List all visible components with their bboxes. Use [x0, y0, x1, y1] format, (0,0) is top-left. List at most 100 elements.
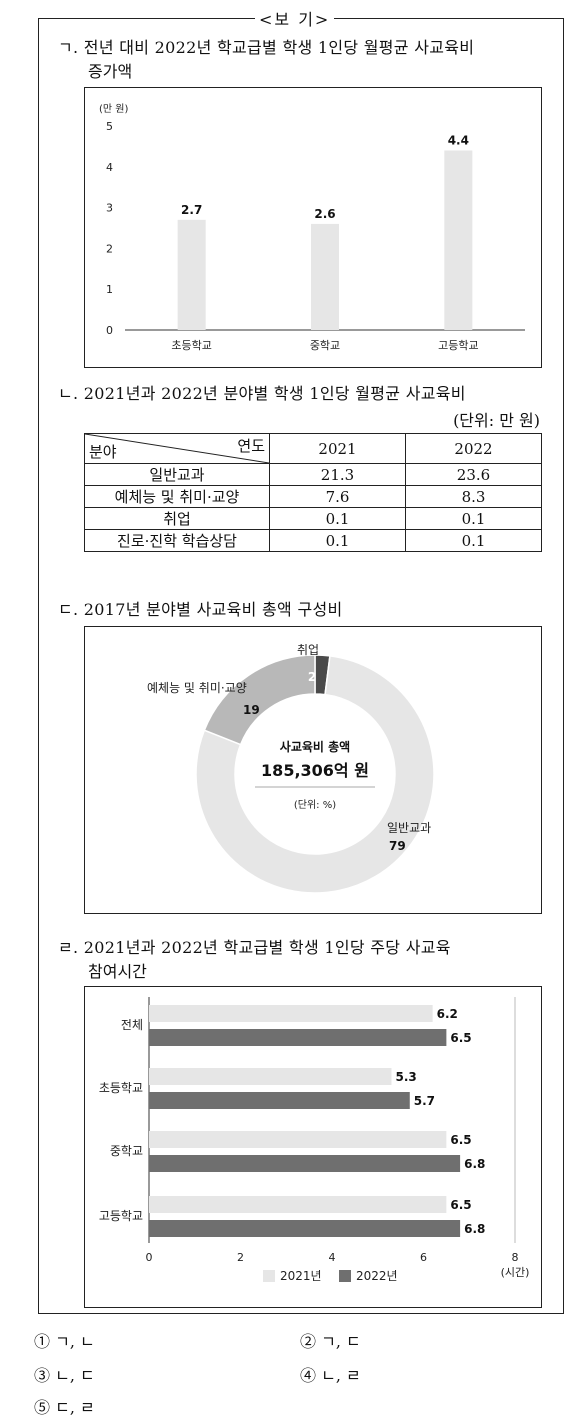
section-d-title-line1: 2021년과 2022년 학교급별 학생 1인당 주당 사교육 [83, 938, 451, 957]
y-tick-label: 3 [106, 202, 113, 215]
cell-2022: 23.6 [405, 463, 542, 486]
chart-a: (만 원) 0 1 2 3 4 5 2.7 초등학교 2.6 중학교 4.4 고등학교 [99, 103, 525, 352]
table-row: 예체능 및 취미·교양 7.6 8.3 [84, 485, 542, 508]
x-tick-label: 중학교 [310, 339, 340, 352]
legend-swatch [263, 1270, 275, 1282]
slice-label: 취업 [297, 643, 319, 657]
y-tick-label: 초등학교 [99, 1081, 143, 1095]
choice-number: ④ [300, 1366, 317, 1385]
header-year-2021: 2021 [269, 433, 406, 464]
bar [444, 150, 473, 330]
bogi-title: <보 기> [255, 6, 335, 30]
bar [311, 223, 339, 330]
y-tick-label: 2 [106, 242, 113, 255]
cell-2021: 0.1 [269, 529, 406, 552]
donut-center-unit: (단위: %) [294, 798, 336, 811]
cell-2022: 0.1 [405, 529, 542, 552]
cell-2021: 7.6 [269, 485, 406, 508]
chart-c: 일반교과 79 예체능 및 취미·교양 19 취업 2 사교육비 총액 185,306억 원 (… [147, 643, 435, 894]
slice-value-label: 19 [243, 703, 260, 717]
y-axis-unit: (만 원) [99, 103, 128, 115]
section-c-title: ㄷ. 2017년 분야별 사교육비 총액 구성비 [58, 598, 343, 622]
x-tick-label: 2 [237, 1251, 244, 1264]
donut-center-title: 사교육비 총액 [280, 739, 350, 754]
bar [149, 1029, 447, 1046]
x-tick-label: 초등학교 [171, 339, 211, 352]
bar [149, 1155, 461, 1172]
section-d-title-line2: 참여시간 [88, 962, 147, 981]
bar-value-label: 5.7 [414, 1094, 435, 1108]
header-year-2022: 2022 [405, 433, 542, 464]
row-label: 진로·진학 학습상담 [84, 529, 270, 552]
table-corner: 연도 분야 [84, 433, 270, 464]
section-a-title-line1: 전년 대비 2022년 학교급별 학생 1인당 월평균 사교육비 [83, 38, 475, 57]
bar [149, 1220, 461, 1237]
y-tick-label: 중학교 [110, 1144, 143, 1158]
corner-row-label: 분야 [89, 443, 117, 461]
bar-value-label: 4.4 [448, 133, 469, 147]
choice-2[interactable]: ② ㄱ, ㄷ [300, 1328, 361, 1352]
section-a-title-line2: 증가액 [88, 62, 133, 81]
bar-value-label: 6.5 [450, 1031, 471, 1045]
choice-1[interactable]: ① ㄱ, ㄴ [34, 1328, 95, 1352]
donut-slice [203, 654, 316, 746]
data-table: 연도 분야 2021 2022 일반교과 21.3 23.6 예체능 및 취미·… [84, 433, 542, 552]
legend-swatch [339, 1270, 351, 1282]
section-c-title-text: 2017년 분야별 사교육비 총액 구성비 [83, 600, 343, 619]
bar-value-label: 2.6 [314, 207, 335, 221]
section-b-marker: ㄴ. [58, 384, 79, 403]
section-d-marker: ㄹ. [58, 938, 79, 957]
corner-col-label: 연도 [237, 437, 265, 455]
row-label: 일반교과 [84, 463, 270, 486]
corner-diagonal [85, 434, 269, 463]
bar [149, 1092, 410, 1109]
legend-label: 2022년 [356, 1269, 398, 1283]
bar-value-label: 6.5 [450, 1133, 471, 1147]
bar [149, 1196, 447, 1213]
choice-number: ① [34, 1332, 51, 1351]
bar-value-label: 2.7 [181, 203, 202, 217]
choice-4[interactable]: ④ ㄴ, ㄹ [300, 1362, 361, 1386]
x-tick-label: 0 [146, 1251, 153, 1264]
table-row: 진로·진학 학습상담 0.1 0.1 [84, 529, 542, 552]
slice-label: 일반교과 [387, 821, 431, 835]
x-tick-label: 8 [512, 1251, 519, 1264]
section-a-marker: ㄱ. [58, 38, 79, 57]
y-tick-label: 전체 [121, 1018, 143, 1032]
y-tick-label: 5 [106, 120, 113, 133]
choice-number: ② [300, 1332, 317, 1351]
section-a-title: ㄱ. 전년 대비 2022년 학교급별 학생 1인당 월평균 사교육비 [58, 36, 474, 60]
choice-5[interactable]: ⑤ ㄷ, ㄹ [34, 1394, 95, 1418]
x-tick-label: 고등학교 [438, 339, 478, 352]
choice-text: ㄱ, ㄴ [55, 1332, 95, 1351]
choice-number: ③ [34, 1366, 51, 1385]
bar-value-label: 6.2 [437, 1007, 458, 1021]
section-b-title-text: 2021년과 2022년 분야별 학생 1인당 월평균 사교육비 [83, 384, 466, 403]
bar-value-label: 6.5 [450, 1198, 471, 1212]
donut-center-total: 185,306억 원 [261, 761, 369, 780]
choice-text: ㄱ, ㄷ [321, 1332, 361, 1351]
x-tick-label: 4 [329, 1251, 336, 1264]
chart-d: 6.2 6.5 전체 5.3 5.7 초등학교 6.5 6.8 중학교 6.5 6.8 고등학교 0 2 4… [99, 997, 530, 1283]
choice-3[interactable]: ③ ㄴ, ㄷ [34, 1362, 95, 1386]
chart-d-panel: 6.2 6.5 전체 5.3 5.7 초등학교 6.5 6.8 중학교 6.5 6.8 고등학교 0 2 4… [84, 986, 542, 1308]
slice-value-label: 2 [308, 670, 316, 684]
cell-2021: 21.3 [269, 463, 406, 486]
x-axis-unit: (시간) [501, 1266, 530, 1279]
slice-value-label: 79 [389, 839, 406, 853]
y-tick-label: 고등학교 [99, 1209, 143, 1223]
slice-label: 예체능 및 취미·교양 [147, 681, 247, 695]
choice-text: ㄴ, ㄹ [321, 1366, 361, 1385]
chart-c-panel: 일반교과 79 예체능 및 취미·교양 19 취업 2 사교육비 총액 185,306억 원 (… [84, 626, 542, 914]
donut-slice [195, 655, 435, 894]
section-b-unit: (단위: 만 원) [453, 411, 540, 430]
table-row: 일반교과 21.3 23.6 [84, 463, 542, 486]
x-tick-label: 6 [420, 1251, 427, 1264]
cell-2021: 0.1 [269, 507, 406, 530]
bar [149, 1068, 392, 1085]
choice-number: ⑤ [34, 1398, 51, 1417]
y-tick-label: 4 [106, 161, 113, 174]
cell-2022: 0.1 [405, 507, 542, 530]
bar [149, 1005, 433, 1022]
section-c-marker: ㄷ. [58, 600, 79, 619]
